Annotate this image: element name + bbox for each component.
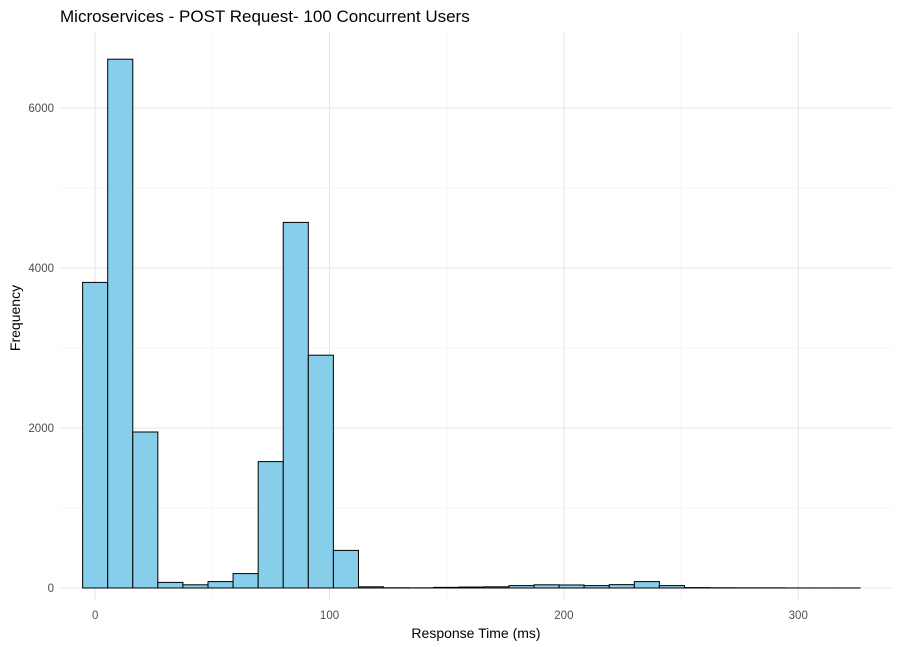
histogram-bar <box>182 584 209 589</box>
histogram-bar <box>82 281 109 589</box>
y-tick-label: 6000 <box>28 103 54 115</box>
grid-lines <box>60 32 892 600</box>
histogram-bar <box>332 549 359 589</box>
histogram-bar <box>608 584 635 589</box>
y-tick-label: 4000 <box>28 263 54 275</box>
x-tick-label: 0 <box>92 610 98 622</box>
histogram-bar <box>658 585 685 589</box>
chart-title: Microservices - POST Request- 100 Concur… <box>60 7 470 26</box>
histogram-bar <box>207 581 234 589</box>
histogram-bar <box>458 586 485 589</box>
histogram-bar <box>257 461 284 589</box>
histogram-bar <box>232 573 259 589</box>
histogram-bar <box>307 354 334 589</box>
histogram-bar <box>157 581 184 589</box>
y-tick-label: 0 <box>48 583 54 595</box>
histogram-bar <box>483 586 510 589</box>
histogram-bar <box>282 221 309 589</box>
y-tick-label: 2000 <box>28 423 54 435</box>
y-axis-tick-labels: 0 2000 4000 6000 <box>28 103 54 595</box>
histogram-bar <box>533 584 560 589</box>
x-tick-label: 200 <box>554 610 573 622</box>
histogram-bar <box>433 586 460 589</box>
histogram-bar <box>132 431 159 589</box>
x-tick-label: 300 <box>789 610 808 622</box>
x-axis-title: Response Time (ms) <box>411 625 540 641</box>
y-axis-title: Frequency <box>7 285 23 351</box>
histogram-bar <box>558 584 585 589</box>
x-tick-label: 100 <box>320 610 339 622</box>
histogram-bar <box>583 585 610 589</box>
x-axis-tick-labels: 0 100 200 300 <box>92 610 808 622</box>
histogram-bar <box>107 58 134 589</box>
histogram-bars <box>82 58 861 589</box>
histogram-bar <box>633 581 660 589</box>
histogram-bar <box>357 586 385 589</box>
histogram-bar <box>508 585 535 589</box>
